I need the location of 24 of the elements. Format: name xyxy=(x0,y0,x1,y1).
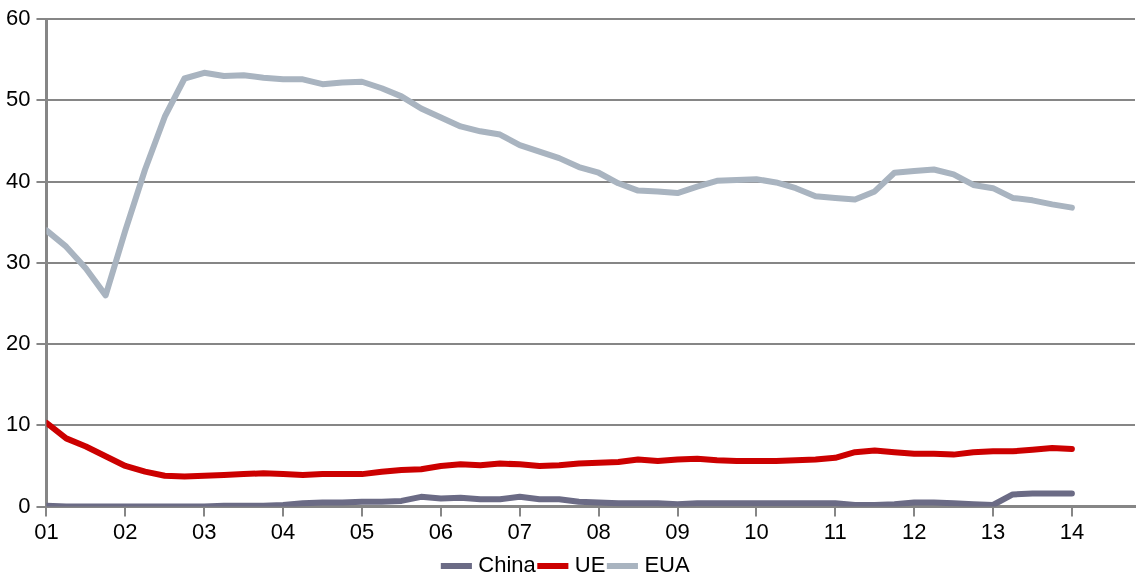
x-tick-label: 09 xyxy=(665,518,690,544)
x-tick-label: 05 xyxy=(349,518,375,544)
x-tick-label: 03 xyxy=(191,518,217,544)
x-tick-label: 06 xyxy=(428,518,454,544)
x-tick-label: 11 xyxy=(823,518,847,544)
legend-label: UE xyxy=(574,552,606,578)
legend-label: China xyxy=(478,552,537,578)
x-tick-label: 07 xyxy=(507,518,532,544)
x-tick-label: 04 xyxy=(270,518,296,544)
y-tick-label: 10 xyxy=(5,411,31,437)
x-tick-label: 01 xyxy=(34,518,59,544)
x-tick-label: 13 xyxy=(980,518,1006,544)
y-tick-label: 20 xyxy=(5,330,31,356)
y-tick-label: 40 xyxy=(5,167,31,193)
x-tick-label: 08 xyxy=(586,518,611,544)
x-tick-label: 12 xyxy=(901,518,927,544)
y-tick-label: 50 xyxy=(5,86,31,112)
x-tick-label: 10 xyxy=(744,518,769,544)
y-tick-label: 60 xyxy=(5,5,31,31)
y-tick-label: 0 xyxy=(18,492,31,518)
x-tick-label: 14 xyxy=(1059,518,1085,544)
x-tick-label: 02 xyxy=(113,518,138,544)
legend-label: EUA xyxy=(644,552,690,578)
y-tick-label: 30 xyxy=(5,248,31,274)
